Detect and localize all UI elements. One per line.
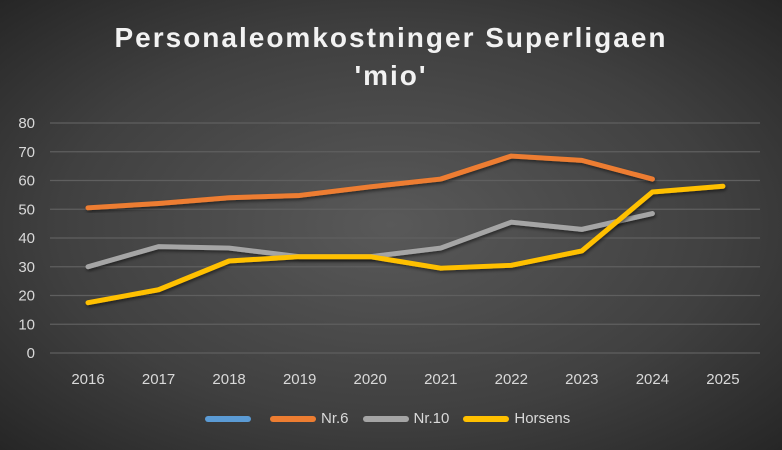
x-tick-label: 2018 (212, 371, 245, 388)
y-tick-label: 70 (18, 144, 35, 161)
x-tick-label: 2016 (71, 371, 104, 388)
legend-label: Nr.10 (413, 410, 450, 427)
x-tick-label: 2025 (706, 371, 739, 388)
y-tick-label: 0 (27, 345, 35, 362)
legend-item: Horsens (463, 410, 570, 427)
legend-label: Nr.6 (321, 410, 349, 427)
y-tick-label: 40 (18, 230, 35, 247)
x-tick-label: 2021 (424, 371, 457, 388)
legend-item: Nr.10 (362, 410, 450, 427)
legend-swatch (205, 415, 251, 422)
y-tick-label: 10 (18, 316, 35, 333)
chart-title-line-1: Personaleomkostninger Superligaen (114, 22, 668, 53)
y-tick-label: 80 (18, 115, 35, 132)
legend-swatch (362, 415, 409, 422)
x-tick-label: 2017 (142, 371, 175, 388)
y-tick-label: 60 (18, 173, 35, 190)
legend-swatch (270, 415, 316, 422)
series-line-horsens (85, 183, 726, 306)
y-tick-label: 30 (18, 259, 35, 276)
legend-item (205, 415, 256, 422)
legend-label: Horsens (514, 410, 571, 427)
legend-swatch (463, 415, 510, 422)
x-tick-label: 2024 (636, 371, 669, 388)
legend: Nr.6 Nr.10 Horsens (205, 410, 570, 427)
chart-title-line-2: 'mio' (354, 60, 428, 91)
x-tick-label: 2022 (495, 371, 528, 388)
x-tick-label: 2020 (354, 371, 387, 388)
y-tick-label: 20 (18, 288, 35, 305)
x-tick-label: 2019 (283, 371, 316, 388)
y-tick-label: 50 (18, 201, 35, 218)
series-line-nr6 (85, 153, 655, 211)
legend-item: Nr.6 (270, 410, 349, 427)
x-tick-label: 2023 (565, 371, 598, 388)
